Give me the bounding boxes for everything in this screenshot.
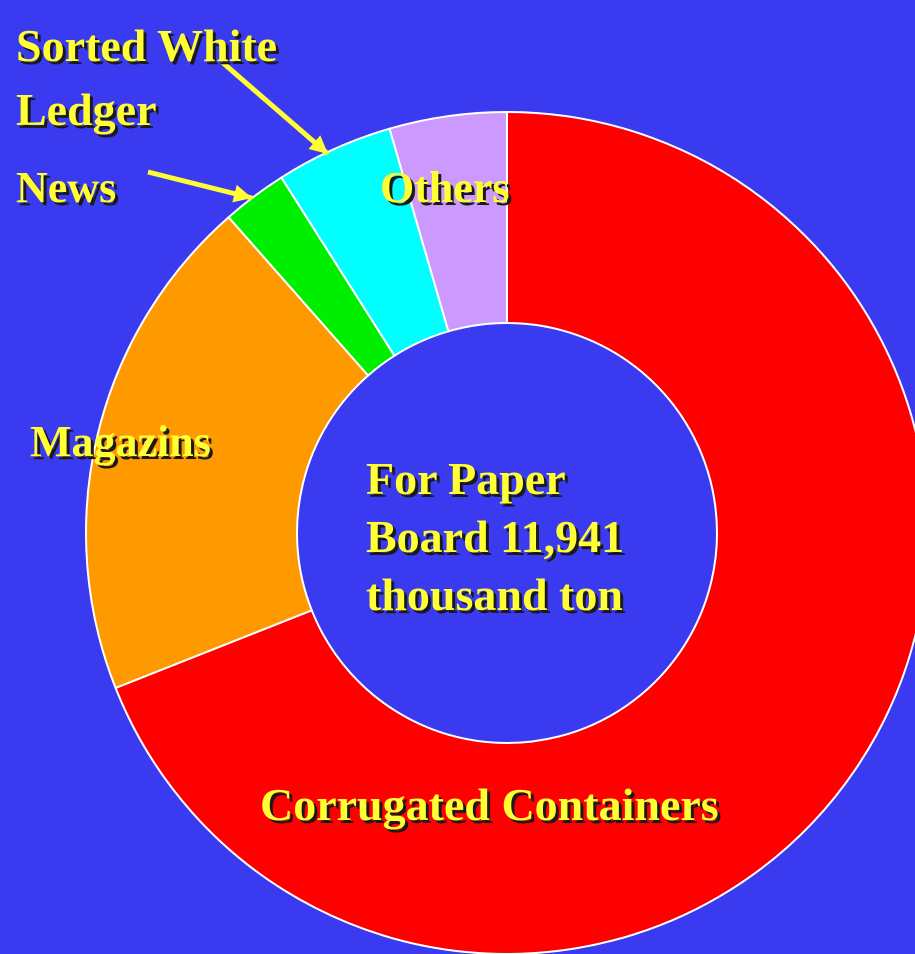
slice-label-others: Others — [380, 163, 510, 212]
slice-others — [388, 110, 508, 333]
slice-label-sorted-white-ledger: Sorted White Ledger — [16, 20, 278, 135]
leader-lines — [147, 60, 330, 203]
slice-magazins — [85, 215, 370, 690]
news-arrowhead — [232, 184, 252, 203]
slice-group — [85, 110, 915, 954]
sorted-white-ledger-arrowhead — [308, 135, 328, 154]
slice-corrugated-containers — [114, 110, 915, 954]
center-label: For Paper Board 11,941 thousand ton — [366, 453, 625, 620]
slice-label-corrugated-containers: Corrugated Containers — [260, 779, 719, 830]
slice-label-magazines: Magazins — [30, 417, 211, 466]
slice-label-news: News — [16, 163, 117, 212]
sorted-white-ledger-leader-line — [220, 60, 330, 156]
